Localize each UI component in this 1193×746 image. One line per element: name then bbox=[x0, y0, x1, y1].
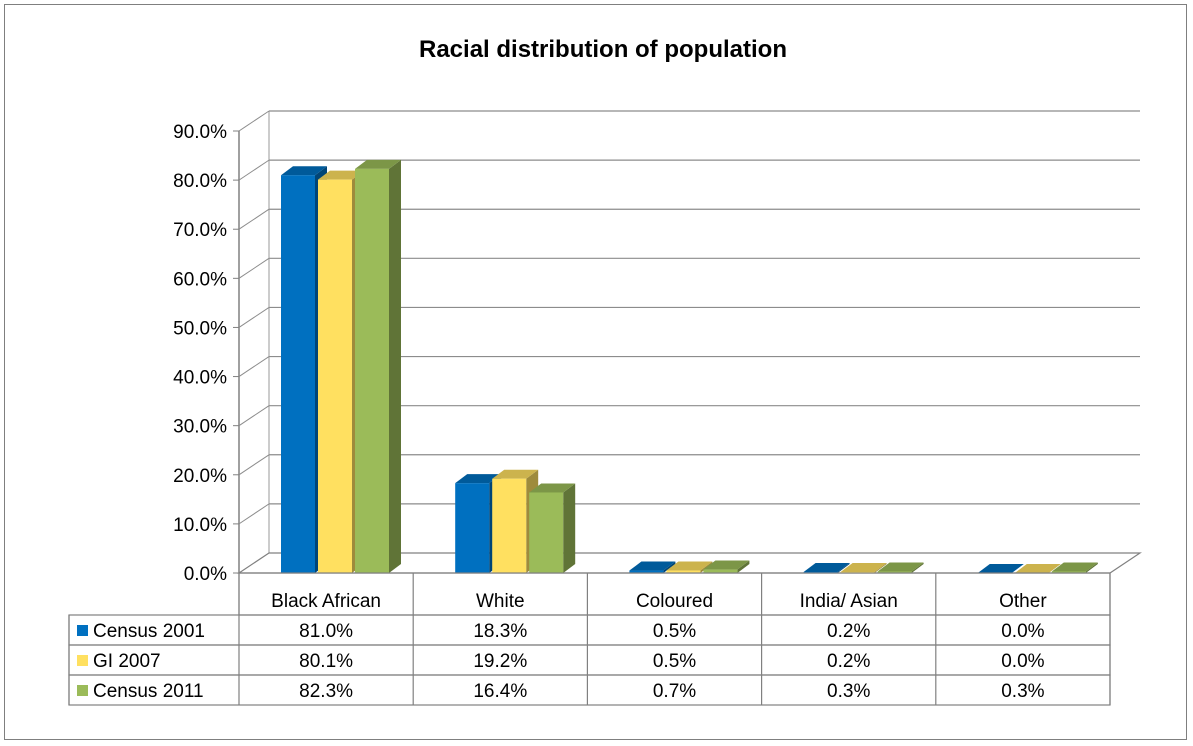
data-label: 0.5% bbox=[653, 651, 696, 672]
bar-top bbox=[877, 562, 924, 572]
bar bbox=[629, 561, 676, 573]
legend-key bbox=[77, 625, 88, 636]
bar-top bbox=[666, 561, 713, 571]
category-label: Black African bbox=[271, 591, 381, 612]
bar bbox=[1051, 562, 1098, 573]
bar bbox=[703, 560, 750, 573]
data-label: 0.5% bbox=[653, 621, 696, 642]
bar-front bbox=[877, 571, 912, 573]
y-tick-label: 40.0% bbox=[173, 368, 227, 389]
bar bbox=[977, 564, 1024, 573]
data-label: 18.3% bbox=[473, 621, 527, 642]
gridline-diagonal bbox=[238, 454, 270, 476]
y-tick-label: 60.0% bbox=[173, 269, 227, 290]
y-tick-label: 30.0% bbox=[173, 417, 227, 438]
gridline-diagonal bbox=[238, 405, 270, 427]
data-label: 0.7% bbox=[653, 681, 696, 702]
y-tick-label: 10.0% bbox=[173, 515, 227, 536]
bar-side bbox=[563, 483, 576, 573]
data-label: 81.0% bbox=[299, 621, 353, 642]
bar-top bbox=[281, 166, 327, 176]
data-label: 80.1% bbox=[299, 651, 353, 672]
bar-top bbox=[355, 159, 401, 169]
bar bbox=[1014, 564, 1061, 573]
gridline-diagonal bbox=[238, 257, 270, 279]
data-label: 0.2% bbox=[827, 651, 870, 672]
data-label: 82.3% bbox=[299, 681, 353, 702]
category-label: White bbox=[476, 591, 525, 612]
bar bbox=[877, 562, 924, 573]
bars bbox=[281, 159, 1098, 573]
bar-side bbox=[1085, 562, 1098, 573]
bar-front bbox=[1051, 571, 1086, 573]
bar-top bbox=[977, 564, 1024, 573]
bar-top bbox=[629, 561, 676, 571]
bar-side bbox=[663, 561, 676, 573]
bar-top bbox=[492, 469, 539, 479]
bar-side bbox=[874, 563, 887, 573]
bar-side bbox=[837, 563, 850, 573]
bar-top bbox=[1014, 564, 1061, 573]
bar-top bbox=[840, 563, 887, 573]
bar-top bbox=[318, 170, 364, 180]
y-axis-ticks: 0.0% 10.0% 20.0% 30.0% 40.0% 50.0% 60.0% 70.0% 8… bbox=[173, 122, 239, 585]
table-row bbox=[68, 614, 1111, 646]
bar-front bbox=[529, 492, 564, 573]
table-row bbox=[68, 644, 1111, 676]
bar-front bbox=[455, 483, 490, 573]
gridline-diagonal bbox=[238, 356, 270, 377]
gridline-diagonal bbox=[238, 503, 270, 525]
bar-top bbox=[803, 563, 850, 573]
bar-top bbox=[455, 474, 502, 484]
table-row bbox=[68, 674, 1111, 706]
bar-front bbox=[281, 175, 315, 573]
bar-front bbox=[492, 478, 527, 573]
bar-top bbox=[703, 560, 750, 570]
bar-front bbox=[703, 569, 738, 573]
bar-front bbox=[629, 570, 664, 573]
y-tick-label: 80.0% bbox=[173, 171, 227, 192]
chart-frame: Racial distribution of population 0.0% 10… bbox=[4, 4, 1187, 740]
chart-title: Racial distribution of population bbox=[419, 36, 787, 63]
bar-front bbox=[666, 570, 701, 573]
bar-side bbox=[737, 560, 750, 573]
data-label: 0.3% bbox=[827, 681, 870, 702]
y-tick-label: 90.0% bbox=[173, 122, 227, 143]
bar-front bbox=[318, 179, 352, 573]
data-label: 0.0% bbox=[1001, 651, 1044, 672]
legend-key bbox=[77, 655, 88, 666]
bar-side bbox=[911, 562, 924, 573]
bar-chart: Racial distribution of population 0.0% 10… bbox=[68, 36, 1142, 706]
category-label: Coloured bbox=[636, 591, 713, 612]
series-name: GI 2007 bbox=[93, 651, 161, 672]
data-label: 0.2% bbox=[827, 621, 870, 642]
gridline-diagonal bbox=[238, 159, 270, 181]
data-label: 19.2% bbox=[473, 651, 527, 672]
gridline-diagonal bbox=[238, 110, 270, 132]
category-label: Other bbox=[999, 591, 1047, 612]
bar-side bbox=[389, 159, 401, 573]
data-label: 16.4% bbox=[473, 681, 527, 702]
bar-front bbox=[355, 168, 389, 573]
bar-top bbox=[1051, 562, 1098, 572]
y-tick-label: 50.0% bbox=[173, 318, 227, 339]
series-name: Census 2001 bbox=[93, 621, 205, 642]
bar-top bbox=[529, 483, 576, 493]
y-tick-label: 20.0% bbox=[173, 466, 227, 487]
y-tick-label: 70.0% bbox=[173, 220, 227, 241]
bar bbox=[355, 159, 401, 573]
legend-key bbox=[77, 685, 88, 696]
series-name: Census 2011 bbox=[93, 681, 204, 702]
y-tick-label: 0.0% bbox=[184, 564, 227, 585]
data-label: 0.0% bbox=[1001, 621, 1044, 642]
gridlines bbox=[238, 110, 1140, 525]
gridline-diagonal bbox=[238, 208, 270, 230]
category-label: India/ Asian bbox=[800, 591, 898, 612]
data-table: Black African White Coloured India/ Asian Ot… bbox=[68, 572, 1111, 706]
bar bbox=[529, 483, 576, 573]
gridline-diagonal bbox=[238, 307, 270, 328]
data-label: 0.3% bbox=[1001, 681, 1044, 702]
